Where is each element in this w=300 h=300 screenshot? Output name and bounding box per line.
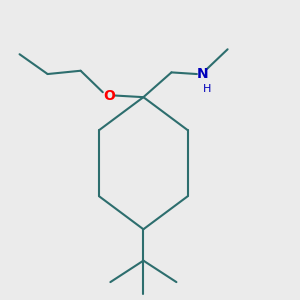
Text: O: O [103, 88, 115, 103]
Text: N: N [197, 67, 209, 81]
Text: H: H [202, 84, 211, 94]
